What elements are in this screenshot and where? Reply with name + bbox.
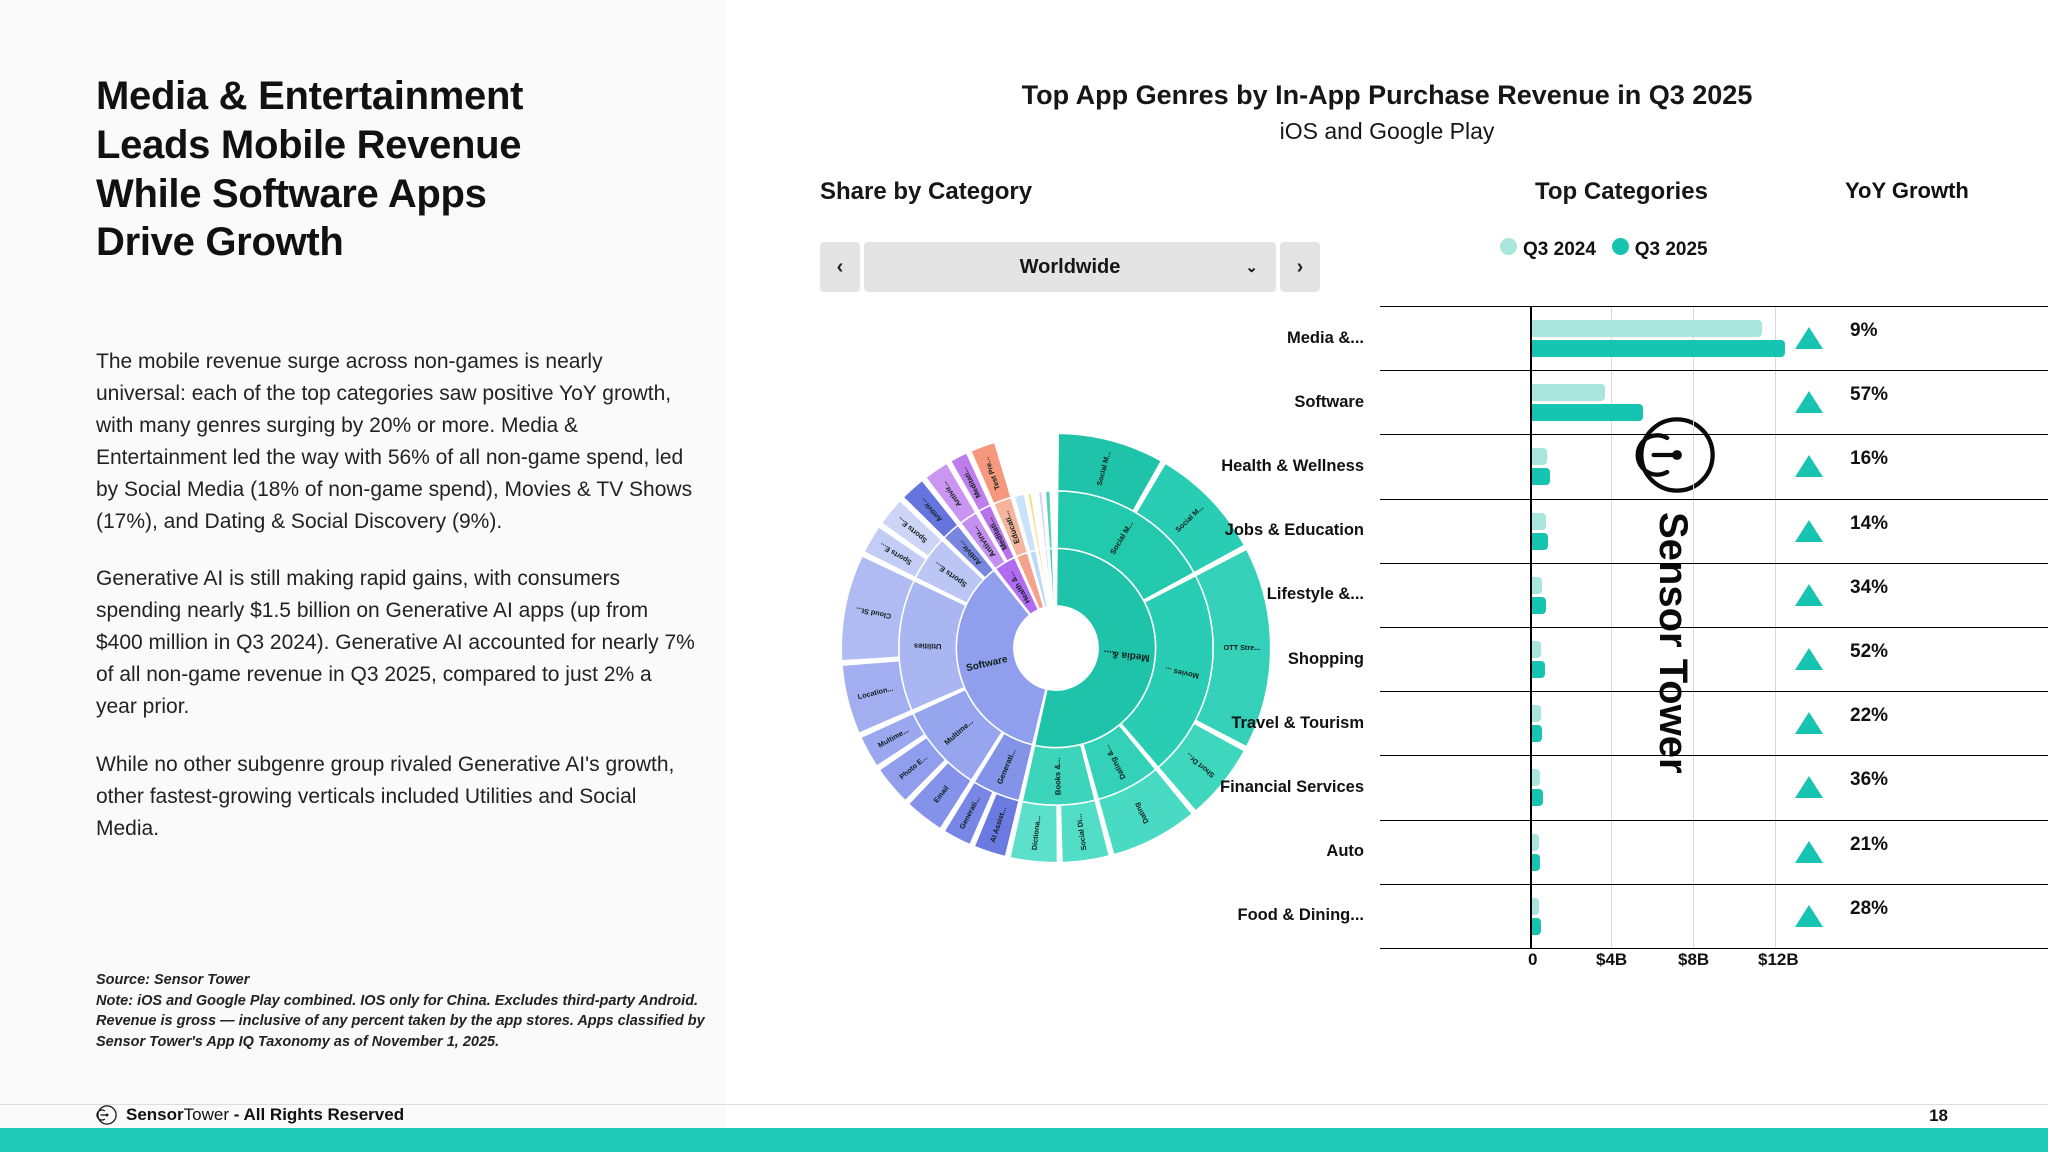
svg-text:Utilities: Utilities bbox=[914, 641, 942, 650]
